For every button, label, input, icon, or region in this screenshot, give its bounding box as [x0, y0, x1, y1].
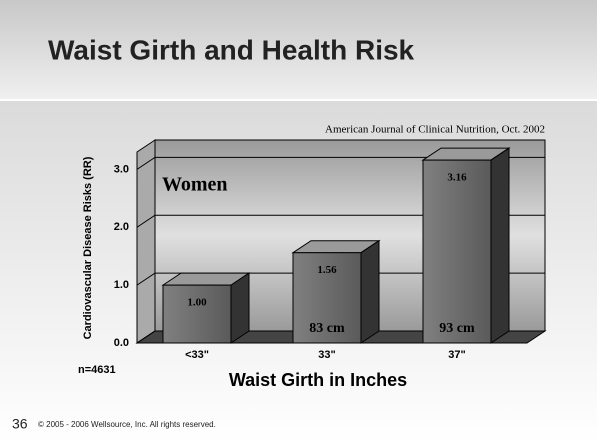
x-tick-label: 33" [318, 349, 335, 361]
side-wall [137, 140, 155, 343]
x-tick-label: 37" [448, 349, 465, 361]
sample-size: n=4631 [78, 364, 116, 376]
bar-side [361, 241, 379, 343]
value-label: 3.16 [447, 172, 467, 184]
bar-front [163, 285, 231, 343]
source: American Journal of Clinical Nutrition, … [325, 124, 545, 136]
page-number: 36 [12, 416, 28, 432]
bar-front [423, 160, 491, 343]
value-label: 1.00 [187, 297, 207, 309]
x-tick-label: <33" [185, 349, 209, 361]
bar-side [491, 148, 509, 343]
annotation: Women [162, 174, 228, 196]
x-axis-label: Waist Girth in Inches [229, 370, 407, 390]
bar-note: 93 cm [439, 321, 475, 336]
slide-title: Waist Girth and Health Risk [48, 34, 415, 65]
y-tick-label: 0.0 [114, 337, 129, 349]
page: {"title": "Waist Girth and Health Risk",… [0, 0, 597, 444]
y-tick-label: 2.0 [114, 221, 129, 233]
value-label: 1.56 [317, 264, 337, 276]
copyright: © 2005 - 2006 Wellsource, Inc. All right… [38, 420, 216, 429]
slide: Waist Girth and Health Risk 36 © 2005 - … [0, 0, 597, 444]
y-tick-label: 3.0 [114, 163, 129, 175]
y-axis-label: Cardiovascular Disease Risks (RR) [82, 156, 94, 339]
y-tick-label: 1.0 [114, 279, 129, 291]
bar-note: 83 cm [309, 321, 345, 336]
bar-side [231, 273, 249, 343]
